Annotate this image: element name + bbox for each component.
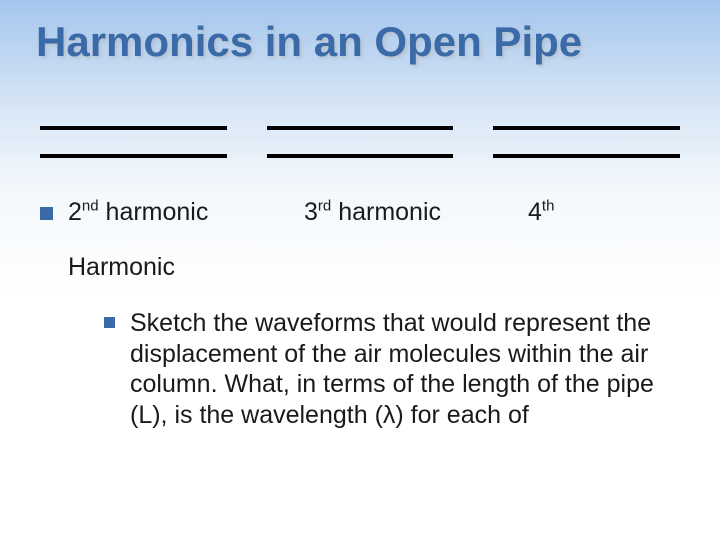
ordinal: 3 (304, 198, 318, 226)
label-word: harmonic (331, 198, 441, 226)
bullet-level-1: 2nd harmonic 3rd harmonic 4th Harmonic S… (36, 198, 684, 430)
pipe-line-bottom (40, 154, 227, 158)
slide-title: Harmonics in an Open Pipe (36, 18, 684, 66)
label-continuation: Harmonic (68, 253, 684, 282)
label-4th-harmonic: 4th (528, 198, 554, 227)
ordinal: 2 (68, 198, 82, 226)
pipe-line-top (40, 126, 227, 130)
pipe-line-bottom (267, 154, 454, 158)
bullet-level-2: Sketch the waveforms that would represen… (68, 308, 684, 430)
instruction-text: Sketch the waveforms that would represen… (130, 308, 674, 430)
pipe-line-top (493, 126, 680, 130)
pipe-2nd-harmonic (40, 126, 227, 158)
pipe-line-top (267, 126, 454, 130)
label-word: harmonic (99, 198, 209, 226)
slide: Harmonics in an Open Pipe 2nd harmonic 3… (0, 0, 720, 540)
pipe-line-bottom (493, 154, 680, 158)
harmonic-labels-row: 2nd harmonic 3rd harmonic 4th (68, 198, 684, 227)
pipe-4th-harmonic (493, 126, 680, 158)
pipe-diagrams (36, 126, 684, 158)
ordinal-suffix: nd (82, 198, 99, 215)
ordinal: 4 (528, 198, 542, 226)
ordinal-suffix: th (542, 198, 555, 215)
pipe-3rd-harmonic (267, 126, 454, 158)
label-3rd-harmonic: 3rd harmonic (304, 198, 528, 227)
label-2nd-harmonic: 2nd harmonic (68, 198, 304, 227)
ordinal-suffix: rd (318, 198, 331, 215)
